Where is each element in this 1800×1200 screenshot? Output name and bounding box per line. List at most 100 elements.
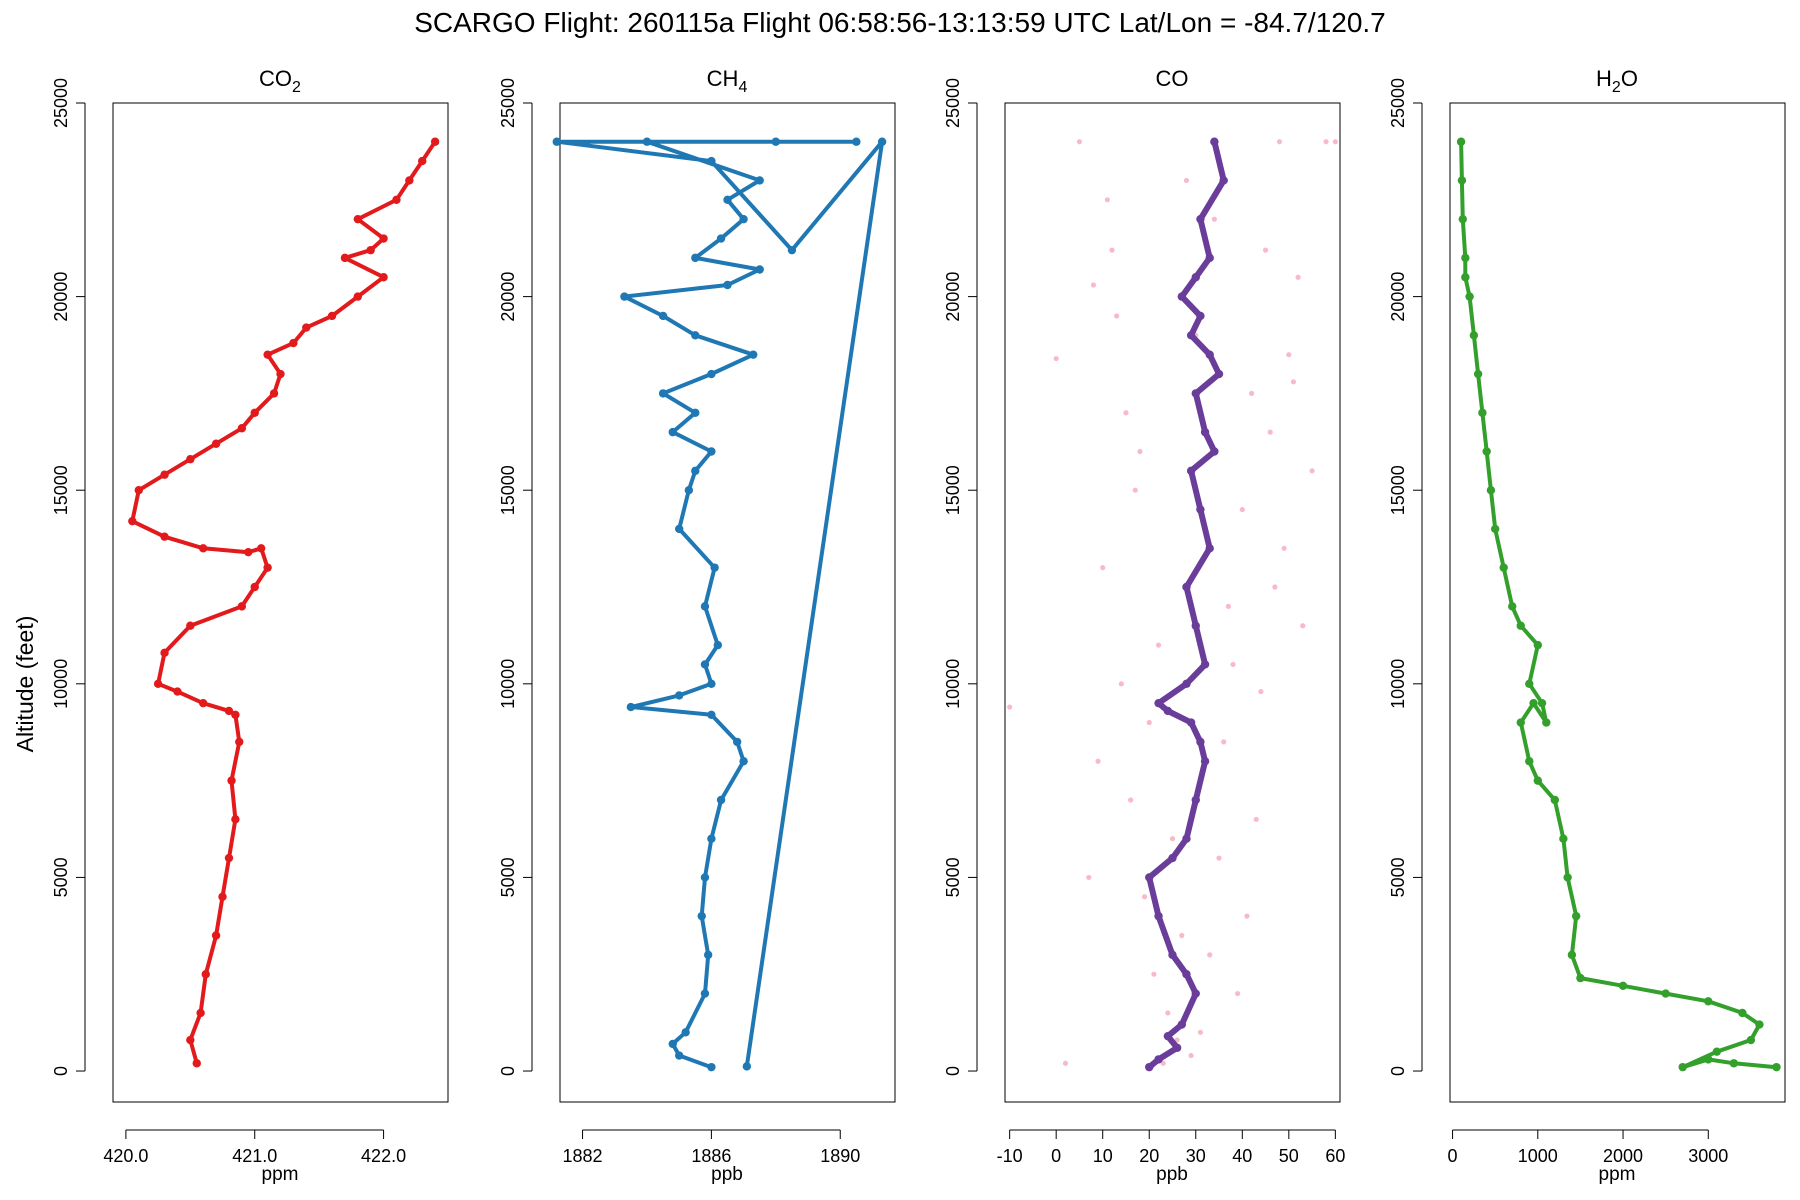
ch4-panel-title: CH4 [707, 66, 748, 96]
co-raw-point [1165, 1010, 1171, 1016]
co2-panel-title: CO2 [259, 66, 301, 96]
h2o-data-point [1533, 776, 1542, 785]
co-raw-point [1207, 952, 1213, 958]
co-raw-point [1132, 487, 1138, 493]
panel-co: CO ppb -10 0 10 20 30 40 50 60 0 5000 10000 15000 20… [943, 66, 1345, 1185]
ch4-data-point [626, 702, 636, 712]
co-raw-point [1300, 623, 1306, 629]
co2-data-point [211, 931, 221, 940]
ch4-data-point [658, 389, 668, 398]
ch4-x-axis-label: ppb [711, 1164, 743, 1185]
co-data-point [1205, 350, 1214, 359]
co2-data-point [186, 1035, 195, 1045]
co-raw-point [1225, 603, 1231, 609]
co2-data-point [231, 815, 240, 824]
co-raw-point [1155, 642, 1162, 648]
co-raw-point [1146, 719, 1152, 726]
co-data-point [1182, 834, 1191, 843]
co-raw-point [1197, 1029, 1204, 1035]
co-raw-point [1309, 468, 1315, 474]
h2o-data-point [1704, 1055, 1713, 1064]
co-raw-point [1095, 758, 1101, 764]
co2-data-point [160, 532, 169, 541]
co-raw-point [1007, 704, 1013, 710]
co-data-point [1168, 853, 1177, 863]
co2-data-point [263, 563, 272, 572]
co-data-point [1200, 427, 1210, 437]
h2o-x-tick-label: 3000 [1688, 1146, 1728, 1166]
co-raw-point [1276, 139, 1283, 145]
h2o-data-point [1458, 214, 1467, 224]
co-data-point [1196, 737, 1205, 747]
ch4-data-point [668, 427, 677, 437]
co-data-point [1177, 1020, 1187, 1029]
co-data-point [1219, 176, 1228, 185]
co2-data-point [263, 350, 272, 359]
co-x-tick-label: 50 [1279, 1146, 1299, 1166]
co2-data-point [231, 710, 240, 719]
co-data-point [1200, 660, 1210, 669]
panel-co2: CO2 ppm 420.0 421.0 422.0 0 5000 10000 15000 20… [51, 66, 449, 1185]
ch4-data-point [691, 253, 700, 263]
co-raw-point [1086, 874, 1092, 881]
h2o-y-tick-label: 15000 [1388, 465, 1408, 515]
co2-data-point [218, 892, 227, 901]
h2o-data-point [1571, 911, 1581, 921]
co2-y-tick-label: 20000 [51, 272, 71, 322]
panel-ch4: CH4 ppb 1882 1886 1890 0 5000 10000 15000 20000… [498, 66, 896, 1185]
co-data-point [1154, 911, 1163, 921]
co-raw-point [1151, 971, 1157, 977]
ch4-data-point [852, 137, 861, 146]
ch4-data-point [684, 486, 694, 495]
co-y-tick-label: 20000 [943, 272, 963, 322]
co2-data-point [237, 602, 247, 611]
ch4-x-tick-label: 1890 [820, 1146, 860, 1166]
co-raw-point [1118, 681, 1124, 687]
ch4-data-point [700, 660, 710, 669]
co-x-tick-label: -10 [997, 1146, 1023, 1166]
ch4-data-point [674, 524, 684, 534]
ch4-data-point [877, 137, 887, 146]
h2o-data-point [1563, 873, 1572, 882]
h2o-data-point [1618, 981, 1628, 991]
co2-data-point [327, 311, 337, 321]
co-raw-point [1258, 688, 1264, 695]
co-x-tick-label: 30 [1186, 1146, 1206, 1166]
h2o-data-point [1508, 602, 1517, 611]
co2-x-tick-label: 421.0 [232, 1146, 277, 1166]
co-data-point [1196, 505, 1205, 514]
co-raw-point [1160, 1060, 1166, 1066]
co-raw-point [1323, 139, 1329, 145]
h2o-series-line [1459, 139, 1779, 1070]
ch4-data-point [707, 834, 716, 843]
ch4-data-point [723, 280, 732, 290]
h2o-data-point [1486, 486, 1496, 495]
h2o-plot-frame [1449, 102, 1786, 1103]
co-raw-point [1123, 410, 1129, 416]
co-raw-point [1104, 197, 1110, 203]
h2o-y-tick-label: 5000 [1388, 857, 1408, 897]
h2o-data-point [1525, 757, 1534, 766]
h2o-data-point [1542, 718, 1551, 727]
co-data-point [1210, 447, 1219, 456]
ch4-data-point [716, 795, 726, 805]
co2-data-point [160, 470, 169, 479]
co-raw-point [1230, 661, 1236, 668]
co-raw-point [1267, 429, 1273, 435]
co2-data-point [276, 369, 285, 379]
co-data-point [1163, 706, 1173, 716]
h2o-data-point [1537, 698, 1547, 708]
ch4-data-point [755, 265, 764, 274]
co-data-point [1177, 292, 1187, 301]
h2o-data-point [1465, 292, 1474, 301]
co2-data-point [353, 214, 363, 224]
co-data-point [1196, 214, 1205, 224]
co-data-point [1200, 757, 1210, 766]
co2-axis-ticks: 420.0 421.0 422.0 0 5000 10000 15000 20000 25000 [51, 78, 406, 1166]
h2o-data-point [1567, 950, 1577, 960]
ch4-y-tick-label: 20000 [498, 272, 518, 322]
ch4-data-point [739, 757, 748, 766]
co-data-point [1172, 1043, 1182, 1052]
ch4-data-point [707, 679, 716, 689]
ch4-data-point [668, 1039, 677, 1049]
